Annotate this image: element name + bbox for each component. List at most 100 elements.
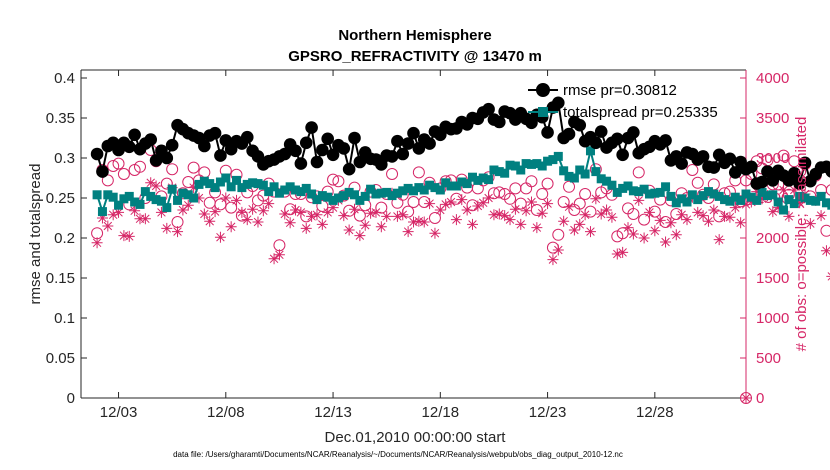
assimilated-obs-marker: [322, 206, 334, 218]
possible-obs-marker: [686, 164, 699, 176]
totalspread-marker: [800, 193, 810, 203]
rmse-marker: [299, 136, 313, 150]
assimilated-obs-marker: [740, 198, 752, 210]
assimilated-obs-marker: [204, 215, 216, 227]
possible-obs-marker: [777, 149, 790, 162]
totalspread-marker: [194, 179, 204, 189]
y-axis-ticks: 0 0.05 0.1 0.15 0.2 0.25 0.3 0.35 0.4: [46, 70, 87, 407]
assimilated-obs-marker: [370, 206, 382, 218]
totalspread-marker: [585, 146, 595, 156]
totalspread-marker: [736, 195, 746, 205]
totalspread-marker: [376, 188, 386, 198]
totalspread-marker: [210, 183, 220, 193]
rmse-marker: [707, 161, 721, 174]
totalspread-marker: [682, 197, 692, 207]
possible-obs-marker: [638, 213, 651, 226]
totalspread-marker: [703, 187, 713, 197]
y-tick-label: 0.3: [54, 150, 75, 167]
possible-obs-marker: [525, 175, 538, 188]
totalspread-marker: [569, 173, 579, 183]
totalspread-marker: [559, 166, 569, 176]
totalspread-marker: [435, 185, 445, 195]
rmse-marker: [798, 156, 812, 170]
y2-tick-label: 0: [756, 390, 764, 407]
totalspread-marker: [232, 175, 242, 185]
rmse-marker: [627, 126, 640, 139]
totalspread-marker: [108, 192, 118, 202]
totalspread-marker: [618, 183, 628, 193]
possible-obs-marker: [225, 201, 238, 214]
totalspread-marker: [779, 205, 789, 215]
assimilated-obs-marker: [676, 209, 688, 221]
assimilated-obs-marker: [708, 204, 720, 216]
assimilated-obs-marker: [643, 206, 655, 218]
y-tick-label: 0.15: [46, 270, 75, 287]
assimilated-obs-marker: [456, 194, 468, 206]
totalspread-marker: [516, 165, 526, 175]
totalspread-marker: [537, 161, 547, 171]
x-tick-label: 12/08: [207, 404, 245, 421]
assimilated-obs-marker: [820, 245, 830, 257]
assimilated-obs-marker: [713, 234, 725, 246]
assimilated-obs-marker: [788, 184, 800, 196]
totalspread-marker: [221, 173, 231, 183]
totalspread-marker: [553, 151, 563, 161]
totalspread-marker: [280, 185, 290, 195]
rmse-marker: [766, 174, 780, 187]
assimilated-obs-marker: [161, 222, 173, 234]
assimilated-obs-marker: [338, 210, 350, 222]
totalspread-marker: [602, 176, 612, 186]
totalspread-marker: [97, 207, 107, 217]
totalspread-marker: [677, 194, 687, 204]
assimilated-obs-marker: [284, 217, 296, 229]
totalspread-marker: [248, 178, 258, 188]
totalspread-marker: [237, 183, 247, 193]
totalspread-marker: [526, 159, 536, 169]
totalspread-marker: [628, 186, 638, 196]
totalspread-marker: [650, 188, 660, 198]
assimilated-obs-marker: [306, 210, 318, 222]
assimilated-obs-marker: [424, 198, 436, 210]
rmse-marker: [342, 162, 356, 176]
x-tick-label: 12/23: [529, 404, 567, 421]
assimilated-obs-marker: [504, 214, 516, 226]
legend-rmse-label: rmse pr=0.30812: [563, 82, 677, 99]
assimilated-obs-marker: [756, 193, 768, 205]
rmse-marker: [240, 130, 254, 144]
rmse-marker: [278, 147, 292, 161]
assimilated-obs-marker: [429, 227, 441, 239]
totalspread-marker: [119, 194, 129, 204]
assimilated-obs-marker: [177, 204, 189, 216]
rmse-marker: [289, 144, 302, 158]
rmse-marker: [723, 152, 737, 166]
legend-rmse-marker: [536, 83, 550, 97]
assimilated-obs-marker: [418, 216, 430, 228]
totalspread-marker: [205, 179, 215, 189]
assimilated-obs-marker: [794, 197, 806, 209]
totalspread-marker: [409, 186, 418, 196]
assimilated-obs-marker: [150, 180, 162, 192]
assimilated-obs-marker: [767, 206, 779, 218]
totalspread-marker: [103, 190, 113, 200]
possible-obs-marker: [327, 173, 340, 186]
totalspread-series: [92, 146, 830, 217]
assimilated-obs-marker: [579, 209, 591, 221]
assimilated-obs-marker: [381, 210, 393, 222]
assimilated-obs-marker: [466, 218, 478, 230]
possible-obs-marker: [107, 160, 120, 172]
legend-totalspread-label: totalspread pr=0.25335: [563, 104, 718, 121]
assimilated-obs-marker: [552, 244, 564, 256]
totalspread-marker: [462, 179, 472, 189]
rmse-marker: [407, 126, 420, 140]
totalspread-marker: [285, 182, 295, 192]
assimilated-obs-marker: [257, 205, 269, 217]
totalspread-marker: [392, 188, 402, 198]
totalspread-marker: [730, 192, 740, 202]
rmse-marker: [755, 175, 769, 189]
assimilated-obs-marker: [670, 229, 682, 241]
totalspread-marker: [403, 183, 413, 193]
assimilated-obs-marker: [225, 221, 237, 233]
rmse-marker: [825, 165, 830, 178]
assimilated-obs-marker: [692, 206, 704, 218]
